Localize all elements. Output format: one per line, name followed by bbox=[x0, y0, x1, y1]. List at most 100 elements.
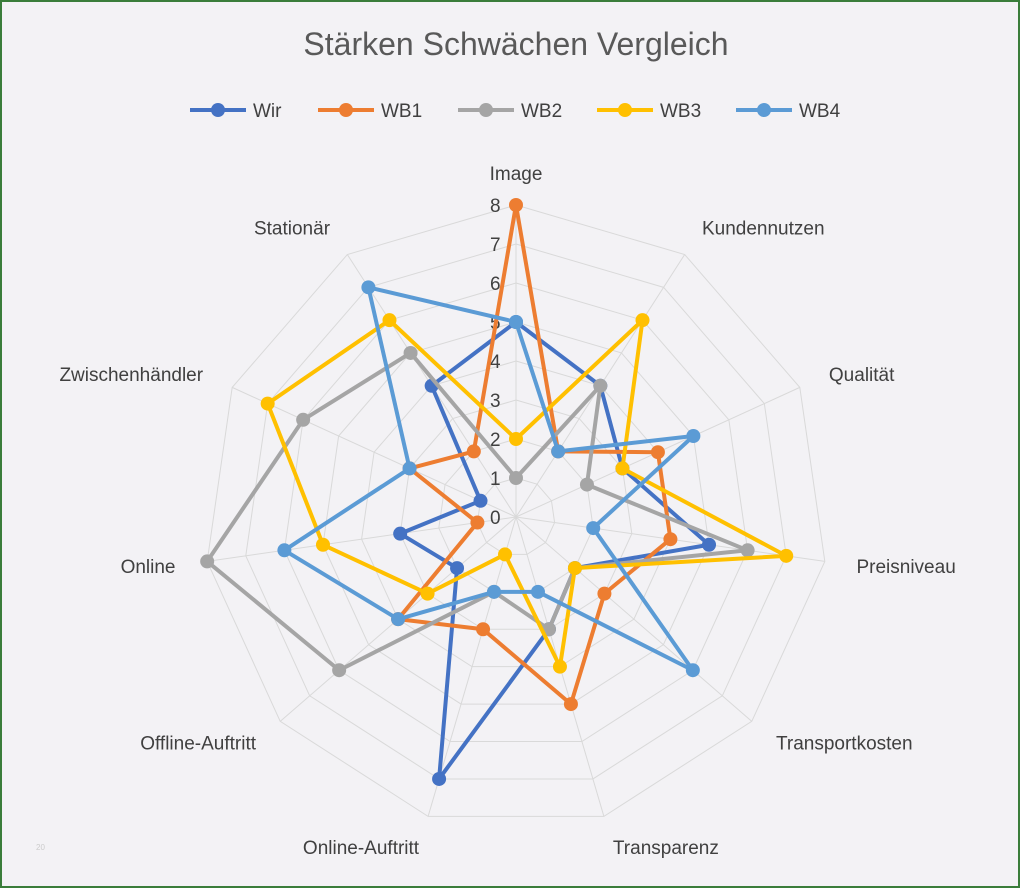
data-point bbox=[650, 445, 665, 460]
legend-item-wb2: WB2 bbox=[458, 101, 562, 122]
data-point bbox=[685, 663, 700, 678]
data-point bbox=[509, 198, 523, 212]
data-point bbox=[702, 537, 717, 552]
series-group bbox=[200, 198, 794, 786]
data-point bbox=[635, 313, 650, 328]
data-point bbox=[740, 543, 755, 558]
legend-item-wir: Wir bbox=[190, 101, 282, 122]
category-label: Offline-Auftritt bbox=[140, 733, 257, 754]
data-point bbox=[551, 444, 566, 459]
series-wb4 bbox=[277, 280, 701, 678]
data-point bbox=[779, 548, 794, 563]
category-label: Transparenz bbox=[613, 838, 719, 859]
data-point bbox=[260, 396, 275, 411]
legend-label: WB4 bbox=[799, 101, 841, 122]
data-point bbox=[432, 771, 447, 786]
chart-title: Stärken Schwächen Vergleich bbox=[303, 26, 728, 62]
legend-label: WB2 bbox=[521, 101, 562, 122]
data-point bbox=[332, 663, 347, 678]
legend-label: WB1 bbox=[381, 101, 422, 122]
data-point bbox=[382, 313, 397, 328]
data-point bbox=[315, 537, 330, 552]
data-point bbox=[498, 547, 513, 562]
tick-label: 2 bbox=[490, 430, 501, 451]
grid-ring bbox=[245, 243, 787, 780]
data-point bbox=[450, 561, 465, 576]
data-point bbox=[509, 315, 523, 329]
data-point bbox=[391, 612, 406, 627]
watermark: 20 bbox=[36, 843, 45, 852]
category-label: Stationär bbox=[254, 219, 331, 240]
data-point bbox=[402, 461, 417, 476]
tick-label: 8 bbox=[490, 196, 501, 217]
data-point bbox=[277, 543, 292, 558]
data-point bbox=[615, 461, 630, 476]
data-point bbox=[579, 477, 594, 492]
data-point bbox=[473, 493, 488, 508]
grid-ring bbox=[322, 321, 710, 705]
data-point bbox=[296, 412, 311, 427]
data-point bbox=[567, 561, 582, 576]
category-label: Transportkosten bbox=[776, 733, 913, 754]
tick-label: 7 bbox=[490, 235, 501, 256]
data-point bbox=[361, 280, 376, 295]
category-label: Online-Auftritt bbox=[303, 838, 420, 859]
series-line bbox=[282, 285, 696, 673]
data-point bbox=[200, 554, 215, 569]
data-point bbox=[420, 586, 435, 601]
category-labels: Image Kundennutzen Qualität Preisniveau Tran… bbox=[59, 164, 955, 859]
data-point bbox=[476, 622, 491, 637]
axis-spoke bbox=[515, 516, 753, 722]
data-point bbox=[597, 586, 612, 601]
category-label: Preisniveau bbox=[856, 557, 955, 578]
data-point bbox=[663, 532, 678, 547]
axis-spoke bbox=[427, 516, 517, 817]
grid-ring bbox=[283, 282, 749, 743]
legend-marker bbox=[211, 103, 225, 117]
data-point bbox=[509, 471, 523, 485]
data-point bbox=[563, 697, 578, 712]
legend-marker bbox=[339, 103, 353, 117]
data-point bbox=[487, 584, 502, 599]
category-label: Zwischenhändler bbox=[59, 365, 203, 386]
series-line bbox=[398, 320, 712, 781]
data-point bbox=[552, 659, 567, 674]
category-label: Online bbox=[121, 557, 176, 578]
legend-marker bbox=[479, 103, 493, 117]
grid bbox=[206, 204, 826, 817]
axis-spoke bbox=[231, 386, 517, 518]
axis-spoke bbox=[207, 516, 517, 562]
series-line bbox=[396, 203, 673, 707]
tick-label: 4 bbox=[490, 352, 501, 373]
tick-label: 3 bbox=[490, 391, 501, 412]
series-line bbox=[205, 350, 750, 673]
data-point bbox=[403, 345, 418, 360]
data-point bbox=[470, 515, 485, 530]
category-label: Kundennutzen bbox=[702, 219, 825, 240]
legend-item-wb4: WB4 bbox=[736, 101, 841, 122]
legend-item-wb3: WB3 bbox=[597, 101, 701, 122]
legend-marker bbox=[757, 103, 771, 117]
grid-ring bbox=[206, 204, 826, 817]
category-label: Qualität bbox=[829, 365, 895, 386]
legend-label: Wir bbox=[253, 101, 282, 122]
data-point bbox=[586, 521, 601, 536]
series-wb1 bbox=[391, 198, 678, 712]
data-point bbox=[466, 444, 481, 459]
tick-label: 0 bbox=[490, 508, 501, 529]
legend-marker bbox=[618, 103, 632, 117]
data-point bbox=[593, 378, 608, 393]
series-wb3 bbox=[260, 313, 794, 674]
grid-ring bbox=[399, 399, 633, 630]
category-label: Image bbox=[490, 164, 543, 185]
data-point bbox=[686, 428, 701, 443]
tick-label: 6 bbox=[490, 274, 501, 295]
legend-item-wb1: WB1 bbox=[318, 101, 422, 122]
legend-label: WB3 bbox=[660, 101, 701, 122]
legend: Wir WB1 WB2 WB3 WB4 bbox=[190, 101, 841, 122]
data-point bbox=[393, 526, 408, 541]
data-point bbox=[530, 584, 545, 599]
